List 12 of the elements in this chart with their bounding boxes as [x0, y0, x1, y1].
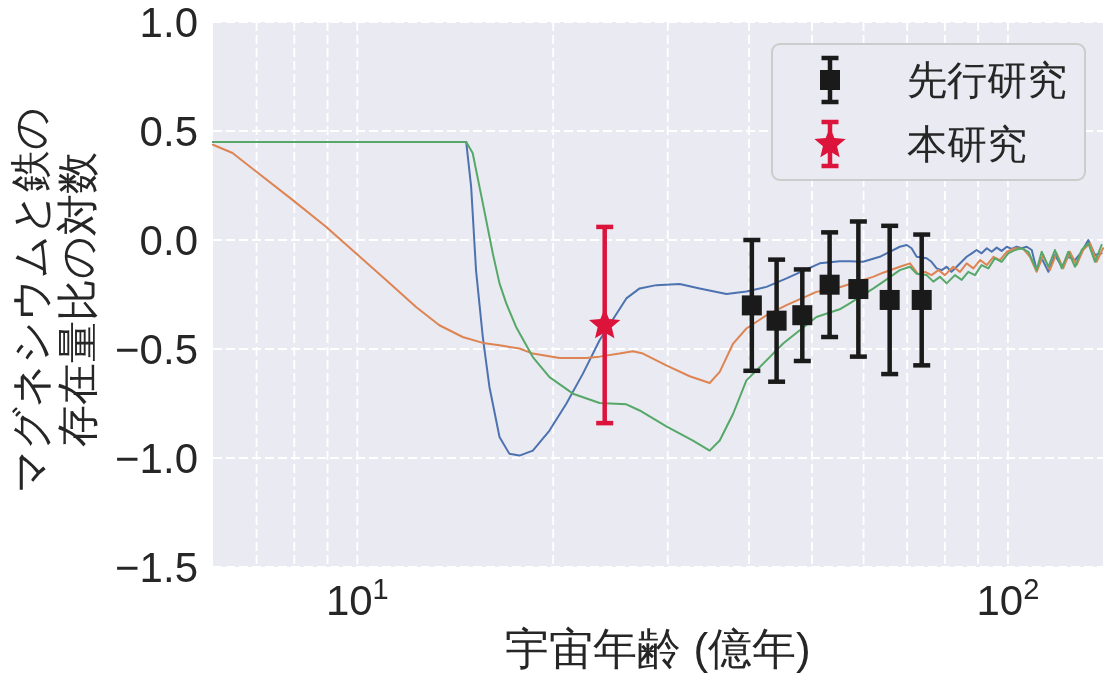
x-tick-label: 10$^{1}$	[325, 573, 389, 624]
legend-label: 本研究	[907, 122, 1027, 166]
x-axis-title: 宇宙年齢 (億年)	[505, 624, 811, 673]
y-tick-label: −0.5	[115, 325, 198, 373]
y-tick-label: −1.5	[115, 543, 198, 591]
x-tick-label: 10$^{2}$	[976, 573, 1040, 624]
y-tick-label: 1.0	[139, 0, 198, 46]
y-tick-label: 0.0	[139, 216, 198, 264]
y-axis-title: マグネシウムと鉄の存在量比の対数	[6, 106, 100, 493]
y-tick-label: −1.0	[115, 434, 198, 482]
legend-label: 先行研究	[907, 58, 1067, 102]
y-tick-label: 0.5	[139, 107, 198, 155]
